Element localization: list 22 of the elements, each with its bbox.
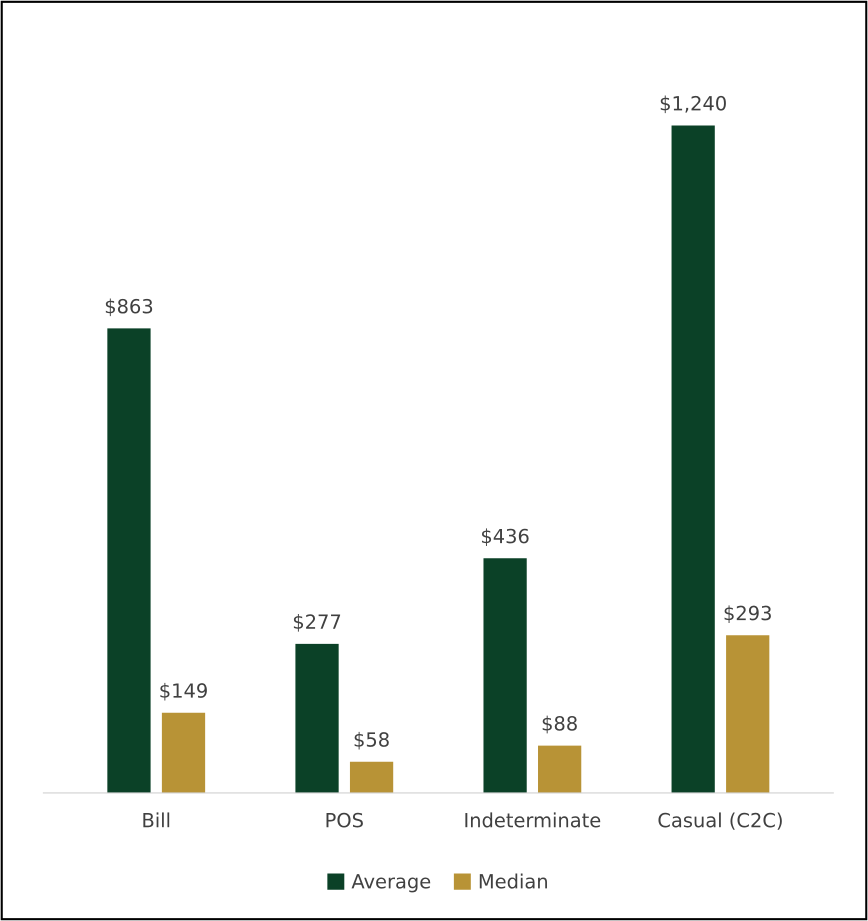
data-label: $293: [724, 605, 771, 623]
data-label: $1,240: [660, 96, 726, 114]
x-tick-label: Casual (C2C): [658, 812, 782, 830]
bar: [483, 558, 527, 793]
bar: [726, 635, 770, 793]
data-label: $436: [482, 528, 529, 546]
data-label: $88: [542, 716, 577, 734]
x-tick-label: Bill: [143, 812, 170, 828]
x-tick-label: Indeterminate: [465, 812, 600, 828]
bar: [672, 125, 715, 793]
data-label: $58: [354, 732, 389, 750]
bar: [295, 644, 339, 793]
bar: [538, 746, 582, 793]
bar: [162, 712, 206, 793]
bar: [350, 762, 394, 793]
legend-label: Median: [480, 874, 547, 889]
x-tick-label: POS: [326, 812, 363, 828]
bar: [107, 328, 151, 793]
data-label: $863: [106, 298, 152, 316]
legend-label: Average: [352, 874, 430, 892]
data-label: $277: [294, 614, 340, 632]
data-label: $149: [160, 682, 207, 700]
